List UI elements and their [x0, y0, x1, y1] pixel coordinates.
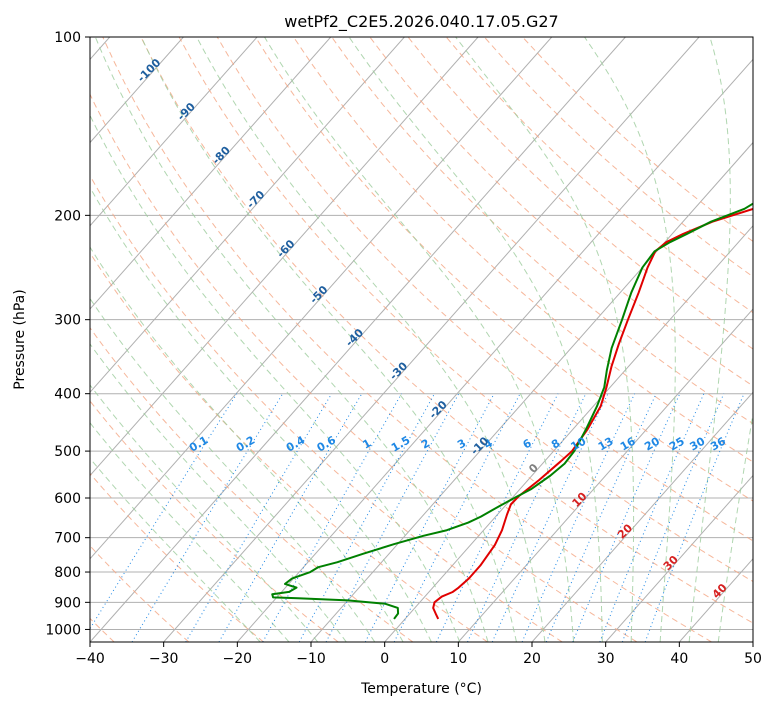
plot-background	[90, 37, 753, 642]
x-tick-label: 10	[449, 651, 467, 667]
sounding-lines	[271, 202, 753, 620]
dry-adiabat-line	[254, 37, 753, 502]
moist-adiabat-line	[90, 457, 261, 642]
dry-adiabat-line	[140, 37, 753, 624]
dry-adiabat-line	[90, 400, 339, 642]
x-tick-label: −30	[149, 651, 179, 667]
isotherm-line	[457, 308, 753, 642]
moist-adiabat-line	[90, 343, 347, 642]
y-tick-label: 400	[54, 387, 81, 403]
mixing-ratio-line	[90, 393, 238, 630]
moist-adiabat-line	[90, 384, 319, 642]
moist-adiabat-line	[455, 37, 635, 642]
isotherm-line	[163, 37, 700, 642]
isotherm-line	[236, 58, 753, 642]
moist-adiabat-line	[90, 422, 290, 642]
mixing-ratio-line	[218, 393, 363, 642]
y-tick-label: 300	[54, 313, 81, 329]
mixing-ratio-line	[393, 393, 521, 642]
moist-adiabat-line	[140, 37, 517, 642]
moist-adiabat-line	[90, 114, 461, 642]
y-tick-label: 1000	[45, 622, 81, 638]
dry-adiabat-line	[331, 37, 753, 425]
y-tick-label: 200	[54, 208, 81, 224]
y-tick-label: 700	[54, 531, 81, 547]
mixing-ratio-line	[262, 393, 402, 642]
y-tick-label: 100	[54, 30, 81, 46]
moist-adiabat-line	[584, 37, 676, 642]
mixing-ratio-line	[185, 393, 333, 642]
isotherm-line	[90, 37, 405, 394]
moist-adiabat-line	[264, 37, 575, 642]
dry-adiabat-line	[102, 37, 712, 642]
dry-adiabat-line	[90, 93, 638, 642]
moist-adiabat-line	[196, 37, 546, 642]
dry-adiabat-line	[369, 37, 753, 387]
moist-adiabat-line	[717, 410, 753, 642]
chart-title: wetPf2_C2E5.2026.040.17.05.G27	[284, 12, 558, 32]
y-axis-label: Pressure (hPa)	[12, 289, 28, 389]
moist-adiabat-line	[688, 37, 731, 642]
dry-adiabat-line	[90, 252, 488, 642]
isotherm-line	[384, 225, 753, 642]
isotherm-line	[90, 37, 258, 227]
mixing-ratio-line	[521, 393, 636, 642]
isotherm-line	[90, 37, 184, 144]
isotherm-line	[90, 37, 626, 642]
x-tick-label: −20	[223, 651, 253, 667]
x-tick-label: −40	[75, 651, 105, 667]
dry-adiabat-line	[90, 545, 190, 642]
dry-adiabat-line	[293, 37, 753, 463]
temperature-line	[432, 207, 753, 620]
mixing-ratio-line	[644, 393, 745, 642]
y-tick-label: 800	[54, 565, 81, 581]
x-tick-label: 30	[597, 651, 615, 667]
mixing-ratio-line	[298, 393, 435, 642]
dry-adiabat-line	[178, 37, 753, 583]
axes: −40 −30 −20 −10 0 10 20 30 40 50 1000 900 800 700 600 5…	[45, 30, 762, 667]
isotherm-line	[90, 37, 332, 310]
x-tick-label: 20	[523, 651, 541, 667]
isotherm-line	[752, 641, 753, 642]
mixing-ratio-line	[491, 393, 609, 642]
dewpoint-line	[271, 202, 753, 620]
plot-frame	[89, 36, 754, 643]
moist-adiabat-line	[94, 37, 489, 642]
plot-area	[90, 37, 753, 642]
y-tick-label: 900	[54, 595, 81, 611]
x-axis-label: Temperature (°C)	[360, 681, 482, 697]
y-tick-label: 500	[54, 444, 81, 460]
moist-adiabat-line	[348, 37, 603, 642]
x-tick-label: 50	[744, 651, 762, 667]
mixing-ratio-line	[131, 393, 284, 642]
dry-adiabat-line	[90, 326, 414, 642]
dry-adiabat-line	[216, 37, 753, 542]
y-tick-label: 600	[54, 491, 81, 507]
dry-adiabat-line	[407, 37, 753, 350]
isotherm-line	[90, 37, 553, 560]
reference-lines	[90, 37, 753, 642]
moist-adiabat-line	[90, 246, 404, 642]
isotherm-line	[90, 37, 479, 477]
isotherm-line	[605, 474, 753, 642]
dry-adiabat-line	[90, 472, 264, 642]
dry-adiabat-line	[90, 174, 563, 642]
isotherm-line	[531, 391, 753, 642]
x-tick-label: 0	[380, 651, 389, 667]
x-tick-label: 40	[670, 651, 688, 667]
x-tick-label: −10	[296, 651, 326, 667]
